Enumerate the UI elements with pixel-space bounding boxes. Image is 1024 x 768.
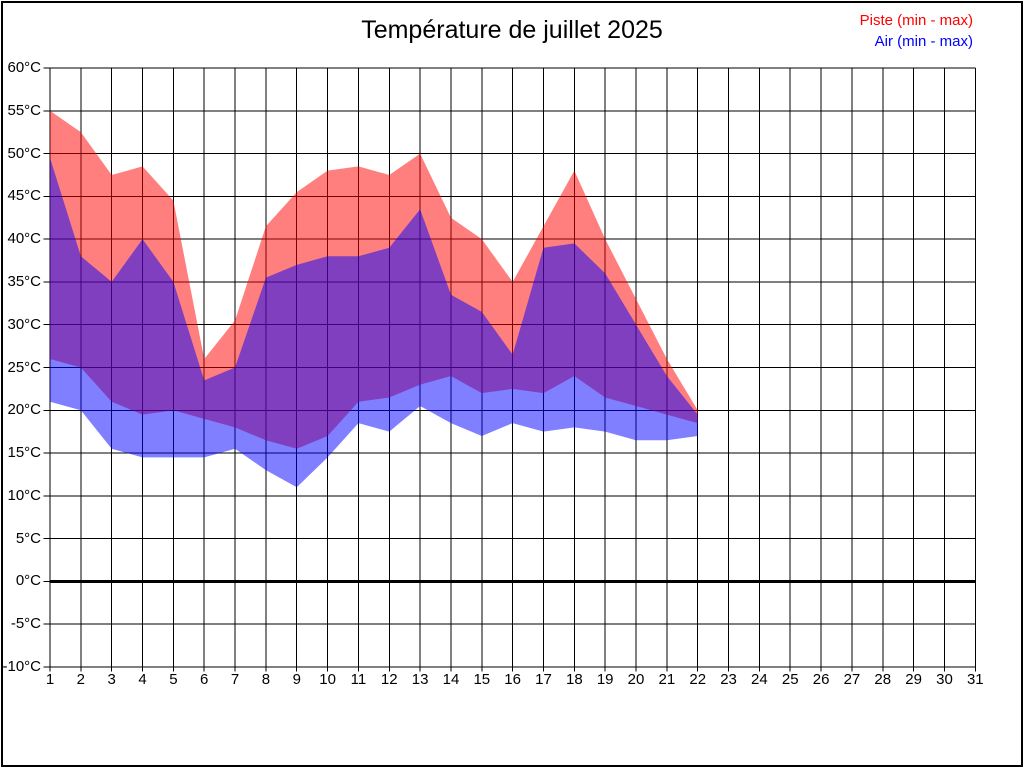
x-tick-label: 30	[936, 671, 953, 688]
legend-item-piste: Piste (min - max)	[859, 12, 973, 29]
x-tick-label: 13	[411, 671, 429, 688]
y-tick-label: -10°C	[2, 658, 41, 675]
y-tick-label: 5°C	[15, 529, 41, 547]
y-tick-label: 50°C	[7, 144, 41, 162]
y-tick-label: 35°C	[7, 272, 41, 290]
y-tick-label: 10°C	[7, 486, 41, 504]
x-tick-label: 27	[843, 671, 861, 688]
x-tick-label: 8	[261, 671, 271, 688]
x-tick-label: 9	[292, 671, 301, 688]
x-tick-label: 17	[535, 671, 552, 688]
legend-item-air: Air (min - max)	[874, 33, 973, 50]
x-tick-label: 1	[45, 671, 55, 688]
y-tick-label: 25°C	[7, 358, 41, 376]
y-tick-label: 45°C	[7, 187, 41, 205]
x-tick-label: 5	[169, 671, 178, 688]
page-title: Température de juillet 2025	[361, 16, 663, 44]
x-tick-label: 19	[596, 671, 614, 688]
x-tick-label: 18	[565, 671, 583, 688]
y-tick-label: 60°C	[7, 59, 41, 76]
x-tick-label: 12	[380, 671, 398, 688]
x-tick-label: 20	[627, 671, 645, 688]
x-tick-label: 23	[720, 671, 737, 688]
x-tick-label: 29	[905, 671, 922, 688]
x-tick-label: 10	[319, 671, 336, 688]
x-tick-label: 6	[200, 671, 209, 688]
x-tick-label: 28	[874, 671, 892, 688]
legend: Piste (min - max) Air (min - max)	[860, 10, 973, 52]
x-tick-label: 31	[966, 671, 984, 688]
y-tick-label: 30°C	[7, 315, 41, 333]
x-tick-label: 14	[442, 671, 460, 688]
x-tick-label: 21	[658, 671, 676, 688]
x-tick-label: 15	[473, 671, 491, 688]
x-tick-label: 16	[504, 671, 521, 688]
y-tick-label: 15°C	[7, 444, 41, 462]
x-tick-label: 11	[350, 671, 367, 688]
x-tick-label: 25	[781, 671, 799, 688]
y-tick-label: 0°C	[15, 572, 41, 590]
y-tick-label: -5°C	[10, 615, 41, 633]
x-tick-label: 4	[138, 671, 147, 688]
x-tick-label: 2	[76, 671, 85, 688]
x-tick-label: 7	[230, 671, 240, 688]
y-tick-label: 20°C	[7, 401, 41, 419]
y-tick-label: 55°C	[7, 101, 41, 119]
x-tick-label: 26	[812, 671, 830, 688]
y-tick-label: 40°C	[7, 230, 41, 248]
x-tick-label: 22	[689, 671, 707, 688]
x-tick-label: 24	[751, 671, 768, 688]
x-tick-label: 3	[107, 671, 116, 688]
air-band	[50, 157, 698, 488]
